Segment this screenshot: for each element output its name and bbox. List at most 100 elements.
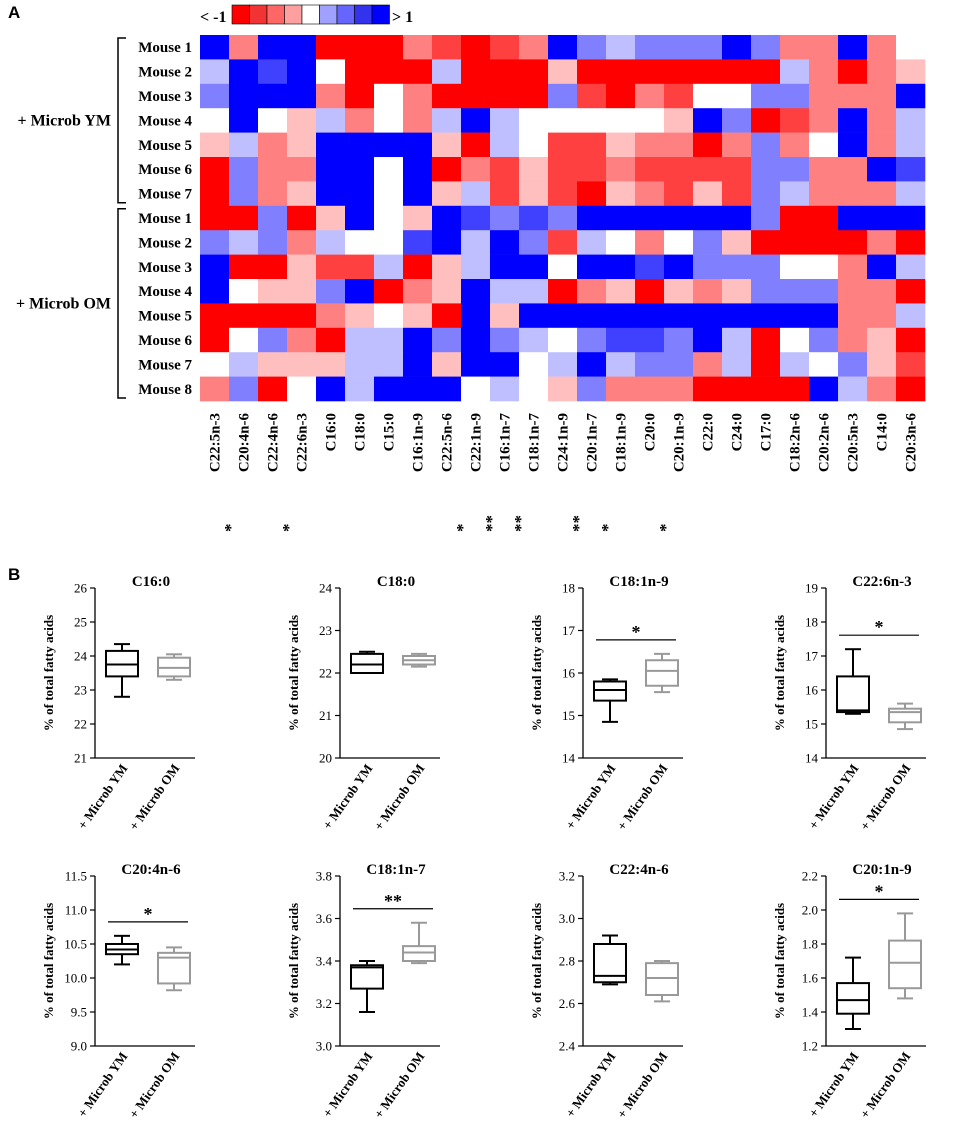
- y-tick-label: 16: [562, 666, 576, 681]
- y-tick-label: 1.6: [802, 971, 819, 986]
- heatmap-cell: [374, 279, 404, 304]
- heatmap-cell: [519, 59, 549, 85]
- heatmap-cell: [229, 376, 259, 402]
- heatmap-row-label: Mouse 6: [138, 162, 192, 178]
- heatmap-cell: [838, 327, 868, 353]
- heatmap-cell: [200, 352, 230, 377]
- heatmap-cell: [258, 303, 288, 329]
- heatmap-cell: [432, 157, 462, 182]
- heatmap-cell: [432, 181, 462, 207]
- heatmap-cell: [432, 254, 462, 280]
- heatmap-cell: [693, 59, 723, 85]
- heatmap-row-label: Mouse 7: [138, 187, 192, 203]
- y-tick-label: 3.6: [316, 911, 333, 926]
- y-tick-label: 19: [805, 581, 818, 596]
- heatmap-cell: [577, 327, 607, 353]
- heatmap-cell: [374, 376, 404, 402]
- heatmap-cell: [809, 352, 839, 377]
- box-series: [105, 643, 139, 698]
- heatmap-cell: [490, 279, 520, 304]
- heatmap-cell: [577, 279, 607, 304]
- heatmap-cell: [229, 279, 259, 304]
- heatmap-cell: [664, 157, 694, 182]
- heatmap-cell: [258, 254, 288, 280]
- heatmap-cell: [867, 376, 897, 402]
- heatmap-cell: [838, 108, 868, 133]
- heatmap-cell: [519, 376, 549, 402]
- heatmap-cell: [780, 181, 810, 207]
- heatmap-cell: [519, 132, 549, 158]
- heatmap-cell: [896, 327, 926, 353]
- y-tick-label: 17: [805, 649, 819, 664]
- heatmap-cell: [548, 352, 578, 377]
- heatmap-cell: [432, 327, 462, 353]
- box-series: [157, 653, 191, 681]
- heatmap-cell: [867, 254, 897, 280]
- heatmap-cell: [287, 230, 317, 255]
- heatmap-row-label: Mouse 4: [138, 284, 192, 300]
- color-scale-legend: < -1 > 1: [200, 4, 413, 26]
- heatmap-cell: [490, 376, 520, 402]
- heatmap-cell: [838, 35, 868, 60]
- heatmap-cell: [664, 108, 694, 133]
- heatmap-row-label: Mouse 7: [138, 357, 192, 373]
- heatmap-cell: [577, 181, 607, 207]
- y-tick-label: 9.5: [71, 1005, 87, 1020]
- heatmap-cell: [461, 352, 491, 377]
- heatmap-cell: [345, 59, 375, 85]
- heatmap-cell: [577, 83, 607, 109]
- group-bracket: [117, 208, 126, 399]
- heatmap-cell: [838, 279, 868, 304]
- heatmap-cell: [374, 352, 404, 377]
- y-tick-label: 2.0: [802, 903, 818, 918]
- legend-swatch: [231, 4, 250, 25]
- heatmap-cell: [635, 132, 665, 158]
- box-series: [888, 702, 922, 731]
- heatmap-cell: [896, 205, 926, 231]
- box-iqr: [836, 982, 870, 1015]
- heatmap-cell: [432, 205, 462, 231]
- heatmap-cell: [200, 376, 230, 402]
- heatmap-cell: [722, 59, 752, 85]
- heatmap-cell: [548, 376, 578, 402]
- boxplot-title: C18:0: [377, 574, 415, 590]
- y-tick-label: 3.8: [316, 869, 332, 884]
- heatmap-cell: [664, 83, 694, 109]
- heatmap-cell: [635, 327, 665, 353]
- heatmap-cell: [403, 181, 433, 207]
- heatmap-cell: [258, 230, 288, 255]
- box-series: [836, 648, 870, 715]
- heatmap-cell: [606, 35, 636, 60]
- heatmap-cell: [867, 181, 897, 207]
- heatmap-cell: [316, 254, 346, 280]
- heatmap-cell: [867, 59, 897, 85]
- heatmap-column-label: C22:4n-6: [266, 413, 282, 473]
- heatmap-cell: [229, 303, 259, 329]
- heatmap-cell: [316, 279, 346, 304]
- boxplot-title: C22:4n-6: [609, 862, 669, 878]
- heatmap-cell: [287, 205, 317, 231]
- heatmap-cell: [809, 59, 839, 85]
- heatmap-cell: [780, 157, 810, 182]
- heatmap-column-label: C20:1n-9: [672, 413, 688, 472]
- y-tick-label: 3.0: [559, 911, 575, 926]
- heatmap-cell: [374, 157, 404, 182]
- heatmap-cell: [200, 181, 230, 207]
- column-significance-marker: *: [453, 524, 472, 533]
- heatmap-cell: [693, 352, 723, 377]
- heatmap-cell: [664, 205, 694, 231]
- y-tick-label: 2.8: [559, 954, 575, 969]
- heatmap-cell: [287, 157, 317, 182]
- heatmap-cell: [258, 83, 288, 109]
- heatmap-cell: [838, 157, 868, 182]
- heatmap-cell: [229, 132, 259, 158]
- panel-label-b: B: [8, 565, 20, 584]
- heatmap-cell: [664, 376, 694, 402]
- heatmap-cell: [693, 83, 723, 109]
- heatmap-cell: [693, 157, 723, 182]
- heatmap-cell: [635, 254, 665, 280]
- heatmap: Mouse 1 Mouse 2 Mouse 3 Mouse 4 Mouse 5 Mouse…: [16, 35, 926, 533]
- significance-marker: *: [632, 622, 641, 642]
- heatmap-cell: [867, 352, 897, 377]
- heatmap-cell: [664, 279, 694, 304]
